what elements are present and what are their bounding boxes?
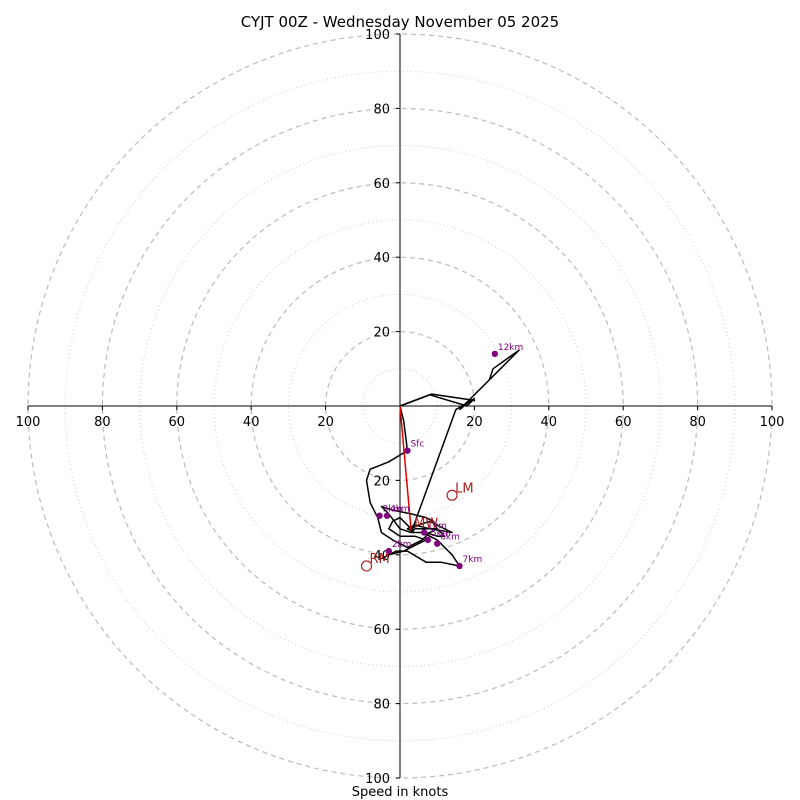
- y-tick-label-pos-40: 40: [373, 251, 390, 266]
- x-tick-label-neg-100: 100: [16, 415, 41, 430]
- y-tick-label-pos-80: 80: [373, 102, 390, 117]
- chart-title: CYJT 00Z - Wednesday November 05 2025: [241, 13, 559, 31]
- height-label-12km: 12km: [498, 343, 523, 353]
- storm-motion-marker-rm: [360, 560, 373, 572]
- storm-motion-marker-lm: [446, 489, 458, 501]
- y-tick-label-neg-20: 20: [373, 474, 390, 489]
- storm-motion-label-rm: RM: [370, 552, 390, 567]
- x-axis-label: Speed in knots: [352, 785, 449, 800]
- y-tick-label-pos-20: 20: [373, 326, 390, 341]
- height-marker-6km: [434, 540, 441, 547]
- height-marker-2km: [385, 547, 393, 555]
- height-label-4km: 4km: [390, 505, 410, 515]
- height-label-5km: 5km: [431, 529, 451, 539]
- x-tick-label-neg-80: 80: [94, 415, 111, 430]
- height-label-3km: 3km: [383, 505, 403, 515]
- y-tick-label-pos-100: 100: [365, 28, 390, 43]
- height-marker-3km: [376, 512, 383, 519]
- height-label-1km: 1km: [427, 521, 447, 531]
- height-label-6km: 6km: [440, 533, 460, 543]
- height-marker-4km: [383, 512, 391, 519]
- mean-wind-vector: [399, 405, 412, 531]
- height-marker-7km: [456, 562, 463, 570]
- x-tick-label-pos-80: 80: [689, 415, 706, 430]
- x-tick-label-pos-60: 60: [615, 415, 632, 430]
- x-tick-label-pos-100: 100: [760, 415, 785, 430]
- storm-motion-label-mw: MW: [414, 517, 438, 532]
- x-tick-label-pos-40: 40: [541, 415, 558, 430]
- x-tick-label-pos-20: 20: [466, 415, 483, 430]
- hodograph-line: [365, 394, 476, 567]
- height-marker-12km: [491, 350, 499, 358]
- y-tick-label-neg-80: 80: [373, 698, 390, 713]
- y-tick-label-neg-40: 40: [373, 549, 390, 564]
- height-label-sfc: Sfc: [410, 440, 424, 450]
- height-marker-1km: [420, 529, 428, 536]
- storm-motion-label-lm: LM: [455, 481, 473, 496]
- x-tick-label-neg-20: 20: [317, 415, 334, 430]
- height-marker-5km: [424, 536, 432, 544]
- storm-motion-markers: LM RM MW: [360, 481, 474, 572]
- hodograph-tail-line: [399, 393, 476, 411]
- y-tick-label-neg-60: 60: [373, 623, 390, 638]
- hodograph-upper-line: [458, 349, 520, 411]
- height-marker-sfc: [404, 447, 411, 454]
- hodograph-trace: [365, 349, 520, 567]
- tick-labels: 20 20 20 20 40 40 40 40 60 60 60 60 80 80 80 80 100 100 10…: [16, 28, 785, 787]
- y-tick-label-pos-60: 60: [373, 177, 390, 192]
- height-label-2km: 2km: [392, 540, 412, 550]
- height-label-7km: 7km: [463, 555, 483, 565]
- x-tick-label-neg-60: 60: [169, 415, 186, 430]
- x-tick-label-neg-40: 40: [243, 415, 260, 430]
- y-tick-label-neg-100: 100: [365, 772, 390, 787]
